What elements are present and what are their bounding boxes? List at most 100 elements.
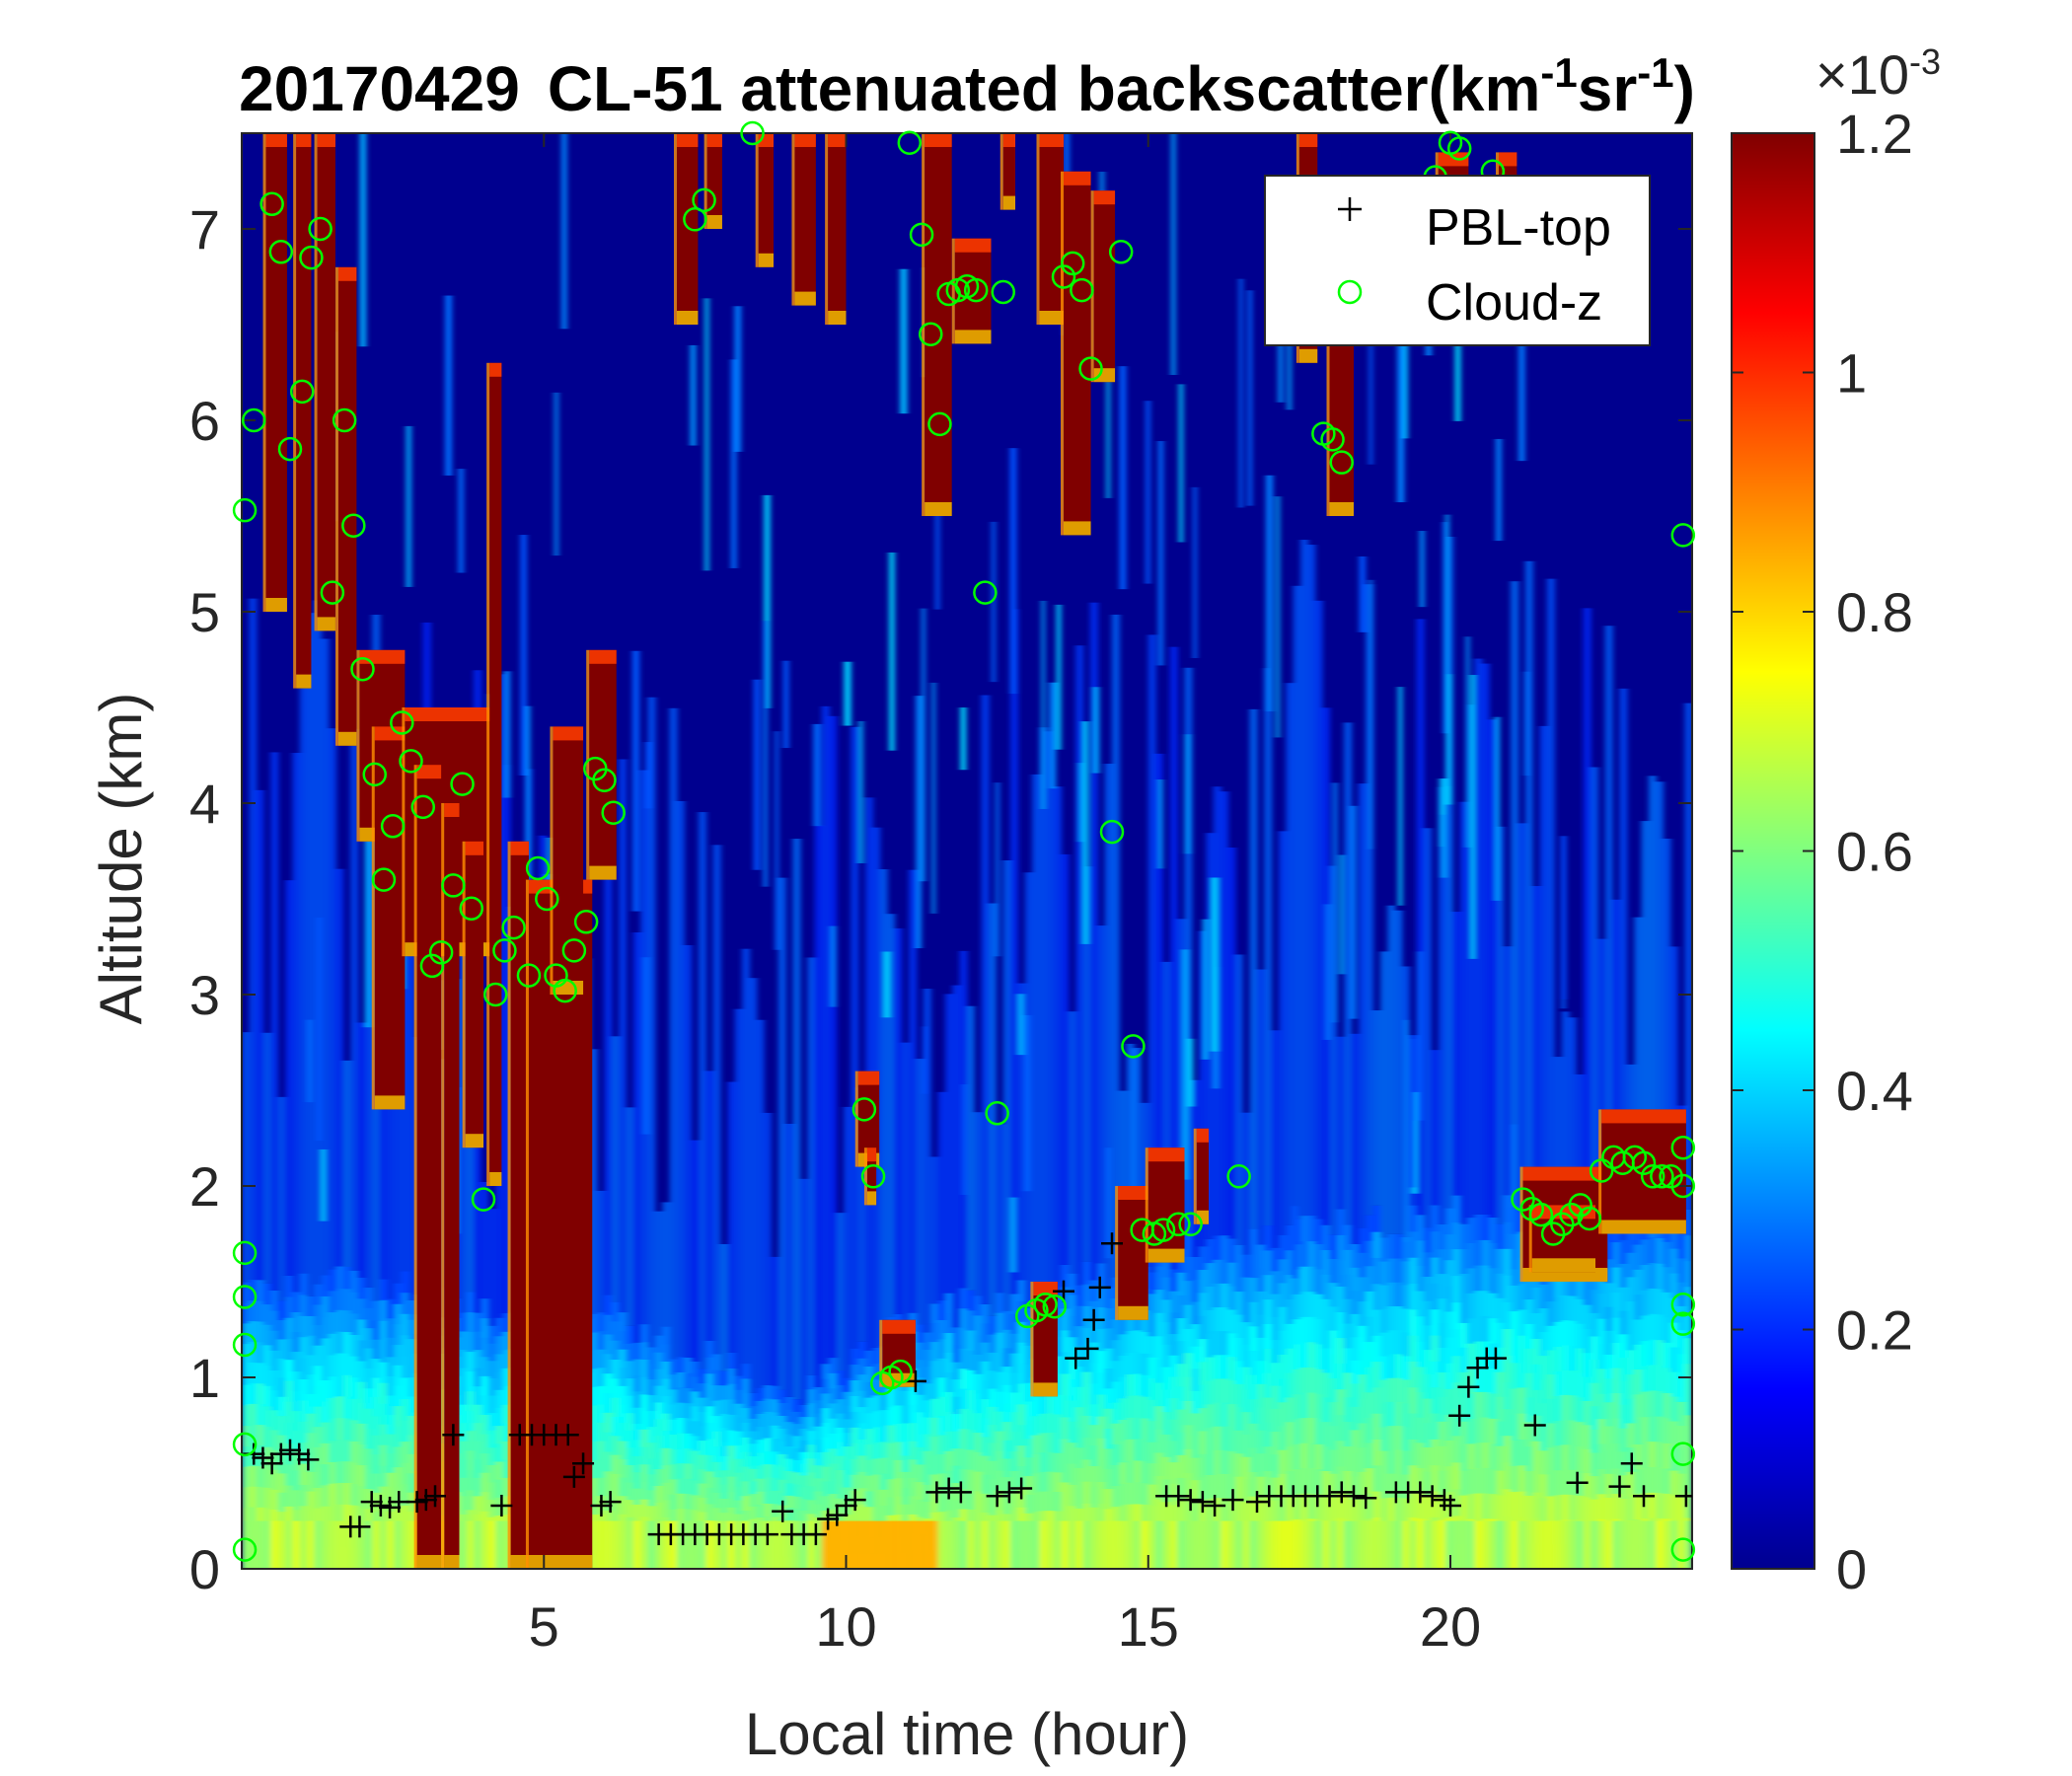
cloud-cell xyxy=(1147,1248,1185,1263)
heat-cell xyxy=(589,1459,598,1479)
heat-cell xyxy=(992,521,996,683)
heat-cell xyxy=(1517,1335,1526,1363)
heat-cell xyxy=(640,1481,649,1500)
heat-cell xyxy=(1276,496,1280,738)
heat-cell xyxy=(691,1479,700,1496)
heat-cell xyxy=(1351,1336,1360,1361)
heat-cell xyxy=(1459,1273,1468,1298)
heat-cell xyxy=(1344,1249,1353,1275)
heat-cell xyxy=(1511,1440,1519,1466)
heat-cell xyxy=(1264,1274,1273,1300)
heat-cell xyxy=(1257,1244,1265,1269)
heat-cell xyxy=(916,1429,925,1447)
heat-cell xyxy=(474,1495,482,1515)
heat-cell xyxy=(974,1412,983,1434)
heat-cell xyxy=(1467,1218,1475,1243)
heat-cell xyxy=(1061,853,1070,1265)
cloud-cell xyxy=(882,1319,916,1334)
legend-label-pbl-top: PBL-top xyxy=(1426,199,1611,257)
heat-cell xyxy=(321,1337,330,1360)
heat-cell xyxy=(734,306,742,452)
heat-cell xyxy=(944,1293,953,1314)
heat-cell xyxy=(474,1520,482,1569)
heat-cell xyxy=(1648,1520,1657,1569)
heat-cell xyxy=(1024,1456,1033,1477)
heat-cell xyxy=(1293,1369,1301,1395)
heat-cell xyxy=(771,1385,779,1400)
cloud-cell xyxy=(1522,1166,1608,1181)
heat-cell xyxy=(502,1520,511,1569)
cloud-cell xyxy=(1061,171,1064,536)
heat-cell xyxy=(1539,1426,1548,1451)
heat-cell xyxy=(1054,1336,1063,1357)
heat-cell xyxy=(952,1344,961,1363)
heat-cell xyxy=(604,1451,613,1472)
heat-cell xyxy=(299,1520,308,1569)
heat-cell xyxy=(749,1418,758,1432)
heat-cell xyxy=(1322,1249,1330,1275)
heat-cell xyxy=(829,1463,838,1479)
heat-cell xyxy=(408,1415,416,1436)
heat-cell xyxy=(764,1490,773,1504)
heat-cell xyxy=(1503,946,1512,1196)
pbl-top-marker xyxy=(269,1443,292,1465)
heat-cell xyxy=(1366,1520,1374,1569)
heat-cell xyxy=(1576,1396,1585,1423)
heat-cell xyxy=(989,1424,997,1443)
heat-cell xyxy=(1242,1321,1251,1345)
heat-cell xyxy=(1054,1374,1063,1395)
heat-cell xyxy=(487,1446,496,1465)
cloud-cell xyxy=(954,330,992,344)
heat-cell xyxy=(1257,1291,1265,1315)
heat-cell xyxy=(1162,961,1171,1255)
heat-cell xyxy=(1329,1425,1338,1450)
heat-cell xyxy=(669,1373,678,1390)
heat-cell xyxy=(379,1362,388,1383)
heat-cell xyxy=(807,1457,816,1473)
heat-cell xyxy=(1242,1411,1251,1435)
heat-cell xyxy=(1561,1419,1570,1445)
heat-cell xyxy=(1438,1396,1446,1422)
heat-cell xyxy=(944,1431,953,1451)
heat-cell xyxy=(1147,1399,1156,1422)
heat-cell xyxy=(647,1363,656,1380)
heat-cell xyxy=(1293,1468,1301,1495)
heat-cell xyxy=(1075,1520,1084,1569)
heat-cell xyxy=(1155,1475,1163,1500)
heat-cell xyxy=(967,1290,975,1311)
heat-cell xyxy=(357,1423,366,1444)
heat-cell xyxy=(1591,1312,1598,1337)
heat-cell xyxy=(654,1335,663,1353)
heat-cell xyxy=(1467,1468,1475,1495)
heat-cell xyxy=(865,1381,873,1398)
heat-cell xyxy=(357,1464,366,1487)
heat-cell xyxy=(1191,1346,1200,1369)
heat-cell xyxy=(1634,1520,1643,1569)
heat-cell xyxy=(1489,1368,1498,1394)
backscatter-heatmap xyxy=(242,133,1692,1569)
heat-cell xyxy=(814,1504,823,1517)
heat-cell xyxy=(720,1469,728,1485)
heat-cell xyxy=(1155,1382,1163,1407)
heat-cell xyxy=(989,1496,997,1516)
heat-cell xyxy=(1286,1396,1295,1423)
heat-cell xyxy=(1387,1377,1396,1402)
heat-cell xyxy=(1206,1262,1215,1287)
heat-cell xyxy=(1387,905,1396,1234)
heat-cell xyxy=(1227,1286,1236,1310)
heat-cell xyxy=(935,423,940,610)
heat-cell xyxy=(1496,826,1505,1224)
heat-cell xyxy=(1199,1269,1208,1294)
cloud-cell xyxy=(465,1134,483,1148)
heat-cell xyxy=(654,1468,663,1486)
heat-cell xyxy=(317,917,322,1142)
heat-cell xyxy=(1626,1398,1635,1424)
heat-cell xyxy=(1227,1403,1236,1429)
heat-cell xyxy=(1264,1397,1273,1423)
heat-cell xyxy=(1286,1274,1295,1299)
heat-cell xyxy=(799,1498,808,1512)
heat-cell xyxy=(1532,886,1541,1211)
heat-cell xyxy=(959,1408,968,1430)
heat-cell xyxy=(1641,821,1650,1215)
